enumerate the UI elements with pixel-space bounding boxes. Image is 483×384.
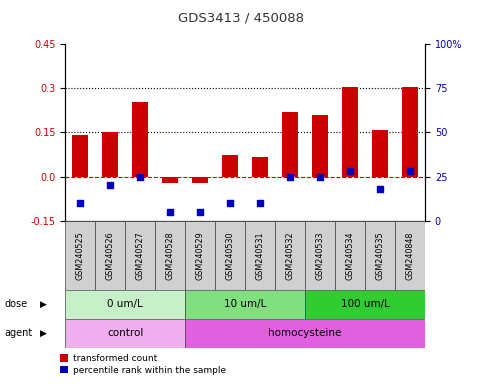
Text: GSM240535: GSM240535 xyxy=(376,231,384,280)
Point xyxy=(346,168,354,174)
Text: GSM240534: GSM240534 xyxy=(345,231,355,280)
Text: homocysteine: homocysteine xyxy=(269,328,342,338)
Bar xyxy=(65,319,185,348)
Point xyxy=(106,182,114,189)
Point xyxy=(76,200,84,206)
Bar xyxy=(222,154,239,177)
Bar xyxy=(125,221,155,290)
Bar xyxy=(95,221,125,290)
Bar xyxy=(65,221,95,290)
Point xyxy=(286,174,294,180)
Bar xyxy=(365,221,395,290)
Bar xyxy=(275,221,305,290)
Text: control: control xyxy=(107,328,143,338)
Text: GSM240529: GSM240529 xyxy=(196,231,205,280)
Point xyxy=(166,209,174,215)
Text: GSM240533: GSM240533 xyxy=(315,231,325,280)
Text: GSM240848: GSM240848 xyxy=(406,231,414,280)
Bar xyxy=(312,115,328,177)
Bar xyxy=(282,112,298,177)
Bar xyxy=(185,319,425,348)
Point xyxy=(136,174,144,180)
Text: ▶: ▶ xyxy=(40,329,47,338)
Text: GSM240525: GSM240525 xyxy=(76,231,85,280)
Bar xyxy=(162,177,178,182)
Text: GDS3413 / 450088: GDS3413 / 450088 xyxy=(179,12,304,25)
Text: ▶: ▶ xyxy=(40,300,47,309)
Bar xyxy=(192,177,208,183)
Text: GSM240528: GSM240528 xyxy=(166,231,175,280)
Point xyxy=(406,168,414,174)
Text: dose: dose xyxy=(5,299,28,310)
Text: GSM240526: GSM240526 xyxy=(106,231,114,280)
Bar xyxy=(372,130,388,177)
Bar xyxy=(342,87,358,177)
Text: 0 um/L: 0 um/L xyxy=(107,299,143,310)
Bar xyxy=(185,221,215,290)
Point xyxy=(226,200,234,206)
Text: GSM240532: GSM240532 xyxy=(285,231,295,280)
Bar xyxy=(132,102,148,177)
Bar xyxy=(252,157,269,177)
Point xyxy=(196,209,204,215)
Text: GSM240527: GSM240527 xyxy=(136,231,145,280)
Bar xyxy=(65,290,185,319)
Bar xyxy=(402,87,418,177)
Text: GSM240531: GSM240531 xyxy=(256,231,265,280)
Text: 10 um/L: 10 um/L xyxy=(224,299,266,310)
Bar xyxy=(215,221,245,290)
Bar xyxy=(395,221,425,290)
Bar xyxy=(305,290,425,319)
Bar xyxy=(245,221,275,290)
Bar xyxy=(305,221,335,290)
Bar xyxy=(335,221,365,290)
Text: GSM240530: GSM240530 xyxy=(226,231,235,280)
Point xyxy=(256,200,264,206)
Bar xyxy=(155,221,185,290)
Bar xyxy=(102,132,118,177)
Bar xyxy=(72,134,88,177)
Bar xyxy=(185,290,305,319)
Text: 100 um/L: 100 um/L xyxy=(341,299,389,310)
Point xyxy=(316,174,324,180)
Point xyxy=(376,186,384,192)
Text: agent: agent xyxy=(5,328,33,338)
Legend: transformed count, percentile rank within the sample: transformed count, percentile rank withi… xyxy=(60,354,226,375)
